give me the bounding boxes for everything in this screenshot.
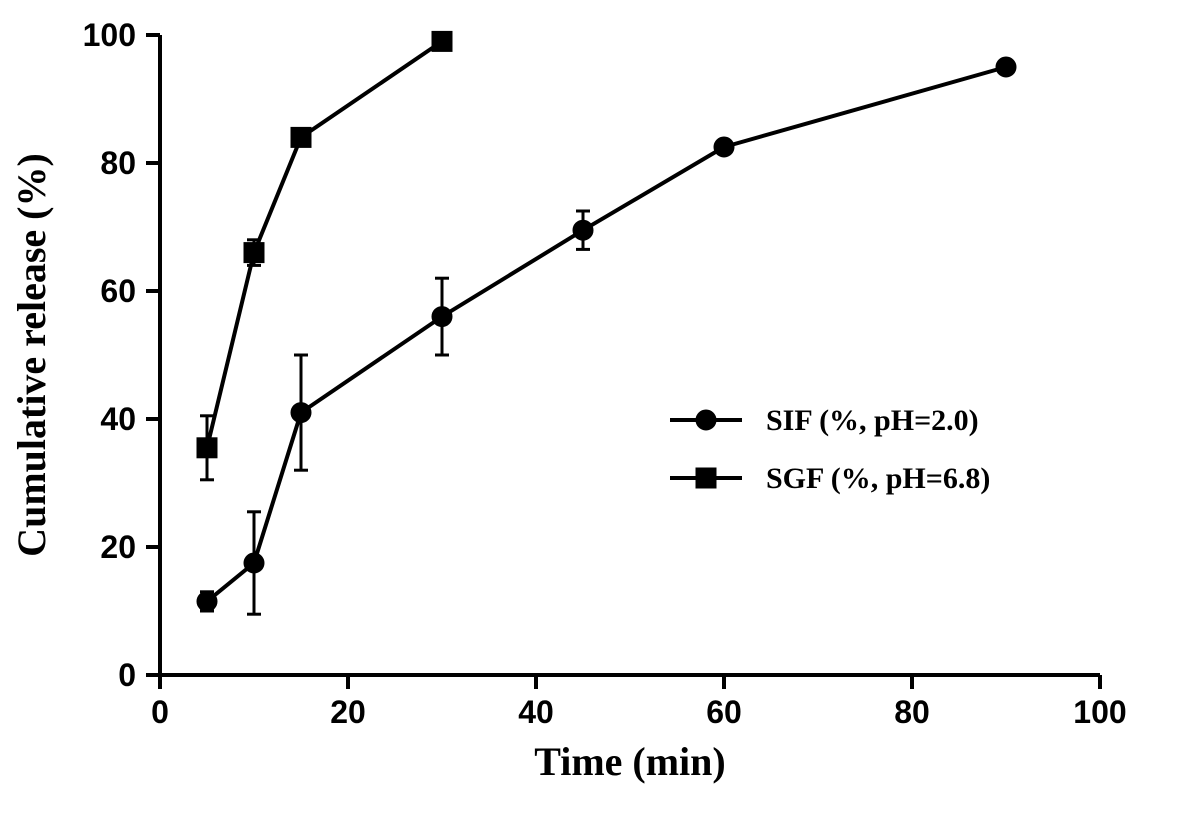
- legend-marker: [696, 468, 716, 488]
- y-tick-label: 0: [118, 657, 136, 693]
- y-tick-label: 80: [100, 145, 136, 181]
- chart-container: 0 20 40 60 80 100 0 20 40 60 80 100 Time (min) Cumula…: [0, 0, 1198, 829]
- data-point: [291, 403, 311, 423]
- data-point: [291, 127, 311, 147]
- y-tick-label: 60: [100, 273, 136, 309]
- legend-marker: [696, 410, 716, 430]
- x-tick-label: 0: [151, 694, 169, 730]
- data-point: [573, 220, 593, 240]
- data-point: [244, 243, 264, 263]
- x-tick-label: 80: [894, 694, 930, 730]
- data-point: [197, 591, 217, 611]
- data-point: [244, 553, 264, 573]
- legend-label: SGF (%, pH=6.8): [766, 462, 990, 495]
- data-point: [432, 307, 452, 327]
- x-tick-label: 20: [330, 694, 366, 730]
- data-point: [996, 57, 1016, 77]
- chart-background: [0, 0, 1198, 829]
- x-tick-label: 40: [518, 694, 554, 730]
- data-point: [197, 438, 217, 458]
- x-tick-label: 60: [706, 694, 742, 730]
- y-tick-label: 20: [100, 529, 136, 565]
- y-tick-label: 100: [83, 17, 136, 53]
- y-axis-label: Cumulative release (%): [9, 153, 54, 557]
- y-tick-label: 40: [100, 401, 136, 437]
- data-point: [432, 31, 452, 51]
- data-point: [714, 137, 734, 157]
- legend-label: SIF (%, pH=2.0): [766, 404, 979, 437]
- x-tick-label: 100: [1073, 694, 1126, 730]
- release-chart: 0 20 40 60 80 100 0 20 40 60 80 100 Time (min) Cumula…: [0, 0, 1198, 829]
- x-axis-label: Time (min): [534, 739, 725, 784]
